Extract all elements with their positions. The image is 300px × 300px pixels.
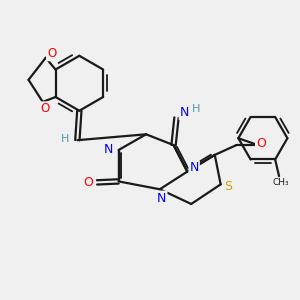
- Text: N: N: [190, 161, 199, 174]
- Text: H: H: [60, 134, 69, 144]
- Text: O: O: [256, 136, 266, 150]
- Text: H: H: [192, 104, 200, 114]
- Text: N: N: [104, 143, 113, 157]
- Text: N: N: [157, 192, 167, 205]
- Text: O: O: [40, 102, 50, 115]
- Text: N: N: [180, 106, 189, 119]
- Text: O: O: [83, 176, 93, 189]
- Text: S: S: [224, 180, 232, 193]
- Text: CH₃: CH₃: [273, 178, 289, 187]
- Text: O: O: [47, 47, 56, 60]
